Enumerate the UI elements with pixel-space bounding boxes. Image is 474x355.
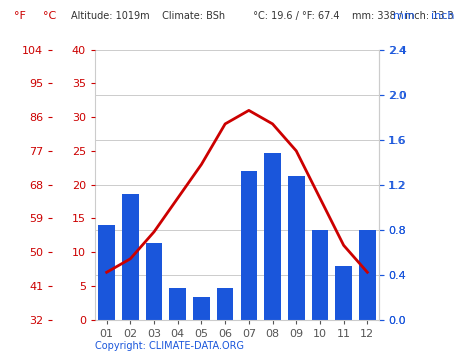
Bar	[217, 288, 233, 320]
Bar	[170, 288, 186, 320]
Text: Altitude: 1019m    Climate: BSh         °C: 19.6 / °F: 67.4    mm: 338 / inch: 1: Altitude: 1019m Climate: BSh °C: 19.6 / …	[71, 11, 454, 21]
Bar	[99, 225, 115, 320]
Bar	[336, 266, 352, 320]
Text: °F: °F	[14, 11, 26, 21]
Text: inch: inch	[431, 11, 455, 21]
Bar	[288, 176, 304, 320]
Text: mm: mm	[393, 11, 415, 21]
Bar	[193, 297, 210, 320]
Text: °C: °C	[43, 11, 56, 21]
Bar	[312, 230, 328, 320]
Bar	[359, 230, 375, 320]
Bar	[146, 243, 162, 320]
Text: Copyright: CLIMATE-DATA.ORG: Copyright: CLIMATE-DATA.ORG	[95, 342, 244, 351]
Bar	[122, 193, 138, 320]
Bar	[241, 171, 257, 320]
Bar	[264, 153, 281, 320]
